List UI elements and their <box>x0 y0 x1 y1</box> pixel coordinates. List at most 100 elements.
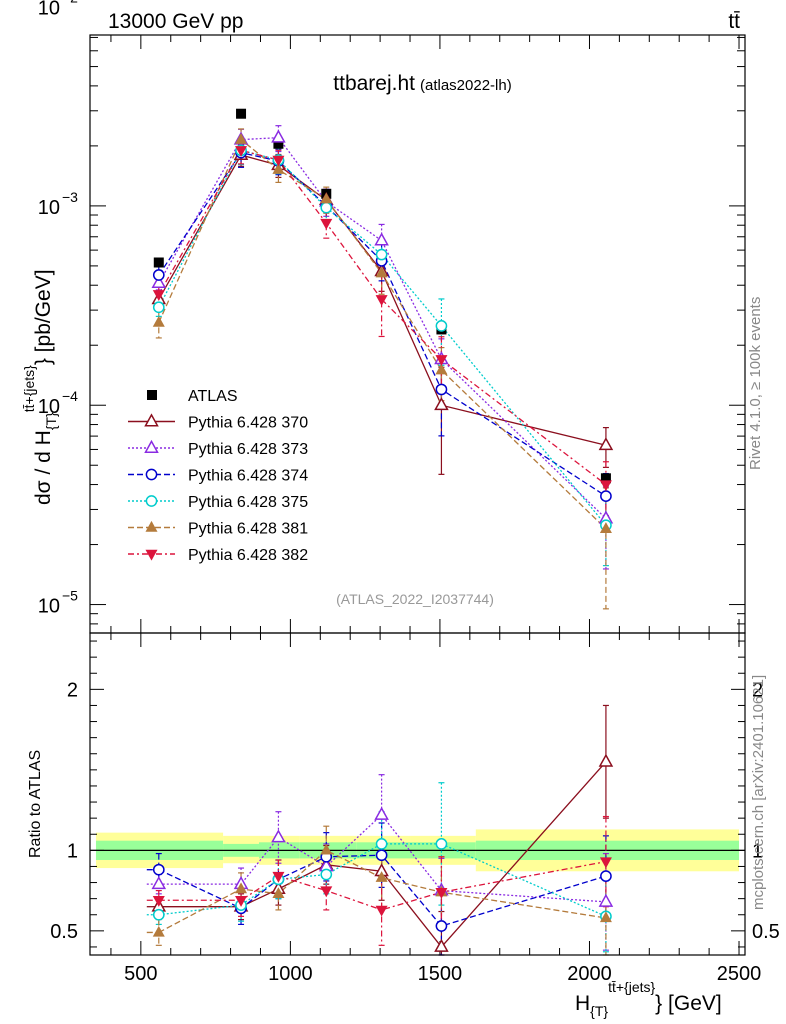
marker-ratio-5-1 <box>235 882 248 894</box>
marker-main-3-6 <box>600 490 612 502</box>
marker-ratio-6-4 <box>375 905 388 917</box>
marker-main-4-4 <box>375 248 388 261</box>
marker-main-6-1 <box>235 146 248 157</box>
marker-main-4-5 <box>435 320 448 332</box>
marker-ratio-3-5 <box>435 920 448 932</box>
x-axis-label: H{T}tt̄+{jets}} [GeV] <box>575 979 722 1019</box>
x-tick-label-3: 2000 <box>567 963 612 985</box>
y-tick-exp-0: −5 <box>62 588 78 604</box>
legend-marker-3 <box>145 468 158 481</box>
legend-label-3: Pythia 6.428 374 <box>188 468 308 485</box>
marker-ratio-5-2 <box>272 887 285 899</box>
legend-label-2: Pythia 6.428 373 <box>188 441 308 458</box>
legend-label-5: Pythia 6.428 381 <box>188 521 308 538</box>
marker-main-5-5 <box>435 363 448 375</box>
marker-ratio-2-2 <box>271 829 286 843</box>
marker-main-5-4 <box>375 266 388 278</box>
marker-main-6-6 <box>599 480 612 492</box>
marker-main-1-5 <box>434 397 449 411</box>
legend-marker-0 <box>147 390 157 400</box>
marker-ratio-3-6 <box>600 870 612 882</box>
legend-label-1: Pythia 6.428 370 <box>188 415 308 432</box>
legend: ATLAS Pythia 6.428 370 Pythia 6.428 373 Pyt… <box>128 388 308 564</box>
legend-label-6: Pythia 6.428 382 <box>188 547 308 564</box>
y-axis-label: dσ / d H{T}tt̄+{jets}} [pb/GeV] <box>21 269 59 505</box>
rivet-label: Rivet 4.1.0, ≥ 100k events <box>747 297 764 470</box>
chart-title: ttbarej.ht <box>333 72 415 95</box>
marker-ratio-5-0 <box>152 925 165 937</box>
legend-marker-4 <box>145 495 158 507</box>
marker-main-6-5 <box>435 355 448 366</box>
marker-main-0-2 <box>273 138 284 149</box>
marker-main-6-0 <box>152 290 165 301</box>
marker-main-0-1 <box>236 108 247 119</box>
energy-label: 13000 GeV pp <box>108 10 243 33</box>
plot-frames <box>89 34 746 956</box>
marker-ratio-6-5 <box>435 888 448 899</box>
y-tick-label-2: 10 <box>38 197 60 219</box>
x-tick-label-1: 1000 <box>268 963 313 985</box>
marker-main-6-2 <box>272 155 285 167</box>
y-tick-label-1: 10 <box>38 396 60 418</box>
marker-main-0-0 <box>153 257 164 268</box>
y-tick-label-3: 10 <box>38 0 60 20</box>
x-tick-label-2: 1500 <box>418 963 463 985</box>
mcplots-label: mcplots.cern.ch [arXiv:2401.10621] <box>750 675 767 910</box>
marker-main-2-2 <box>271 129 286 143</box>
marker-ratio-4-0 <box>152 908 165 921</box>
marker-ratio-6-1 <box>235 896 248 907</box>
ratio-tick-label-2: 2 <box>67 679 78 701</box>
marker-ratio-3-4 <box>375 849 388 862</box>
ratio-tick-label-right-0: 0.5 <box>752 921 780 943</box>
marker-main-5-3 <box>320 192 333 204</box>
marker-main-1-6 <box>598 437 614 451</box>
marker-ratio-6-6 <box>599 857 612 869</box>
tick-labels: 500100015002000250010−510−410−310−20.50.… <box>38 0 780 985</box>
chart-subtitle: (atlas2022-lh) <box>420 77 512 94</box>
ratio-tick-label-1: 1 <box>67 840 78 862</box>
y-tick-exp-2: −3 <box>62 189 78 205</box>
marker-ratio-4-4 <box>375 838 388 850</box>
marker-ratio-2-4 <box>374 806 389 820</box>
y-tick-label-0: 10 <box>38 596 60 618</box>
marker-main-5-6 <box>599 522 612 533</box>
legend-label-4: Pythia 6.428 375 <box>188 494 308 511</box>
legend-marker-5 <box>145 520 158 532</box>
axes-ticks <box>90 35 745 955</box>
marker-ratio-6-3 <box>320 886 333 898</box>
marker-ratio-1-6 <box>598 753 614 767</box>
ratio-tick-label-0: 0.5 <box>50 921 78 943</box>
marker-ratio-6-2 <box>272 871 285 883</box>
y-tick-exp-3: −2 <box>62 0 78 6</box>
marker-main-0-6 <box>600 473 611 484</box>
legend-marker-6 <box>145 549 158 561</box>
legend-marker-1 <box>144 413 159 427</box>
ratio-tick-label-right-1: 1 <box>752 840 763 862</box>
marker-main-3-5 <box>435 383 448 396</box>
legend-marker-2 <box>144 439 159 453</box>
marker-ratio-2-6 <box>598 893 614 907</box>
marker-main-5-2 <box>272 163 285 174</box>
x-tick-label-4: 2500 <box>717 963 762 985</box>
ratio-y-axis-label: Ratio to ATLAS <box>27 750 44 858</box>
watermark: (ATLAS_2022_I2037744) <box>336 591 494 607</box>
marker-ratio-5-4 <box>375 871 388 882</box>
process-label: tt̄ <box>728 10 740 33</box>
marker-ratio-2-0 <box>151 876 167 890</box>
marker-ratio-3-0 <box>152 863 165 876</box>
marker-main-6-4 <box>375 295 388 306</box>
ratio-plot-frame <box>89 632 746 956</box>
marker-main-5-1 <box>235 133 248 144</box>
marker-ratio-5-6 <box>599 911 612 923</box>
series-markers <box>151 108 614 952</box>
marker-main-4-3 <box>320 201 333 214</box>
ratio-tick-label-right-2: 2 <box>752 679 763 701</box>
marker-main-2-4 <box>374 232 389 246</box>
legend-label-0: ATLAS <box>188 388 238 405</box>
marker-main-3-0 <box>152 269 165 281</box>
marker-ratio-6-0 <box>152 896 165 907</box>
marker-ratio-4-5 <box>435 838 448 850</box>
marker-ratio-1-5 <box>434 938 449 952</box>
marker-main-4-0 <box>152 301 165 314</box>
